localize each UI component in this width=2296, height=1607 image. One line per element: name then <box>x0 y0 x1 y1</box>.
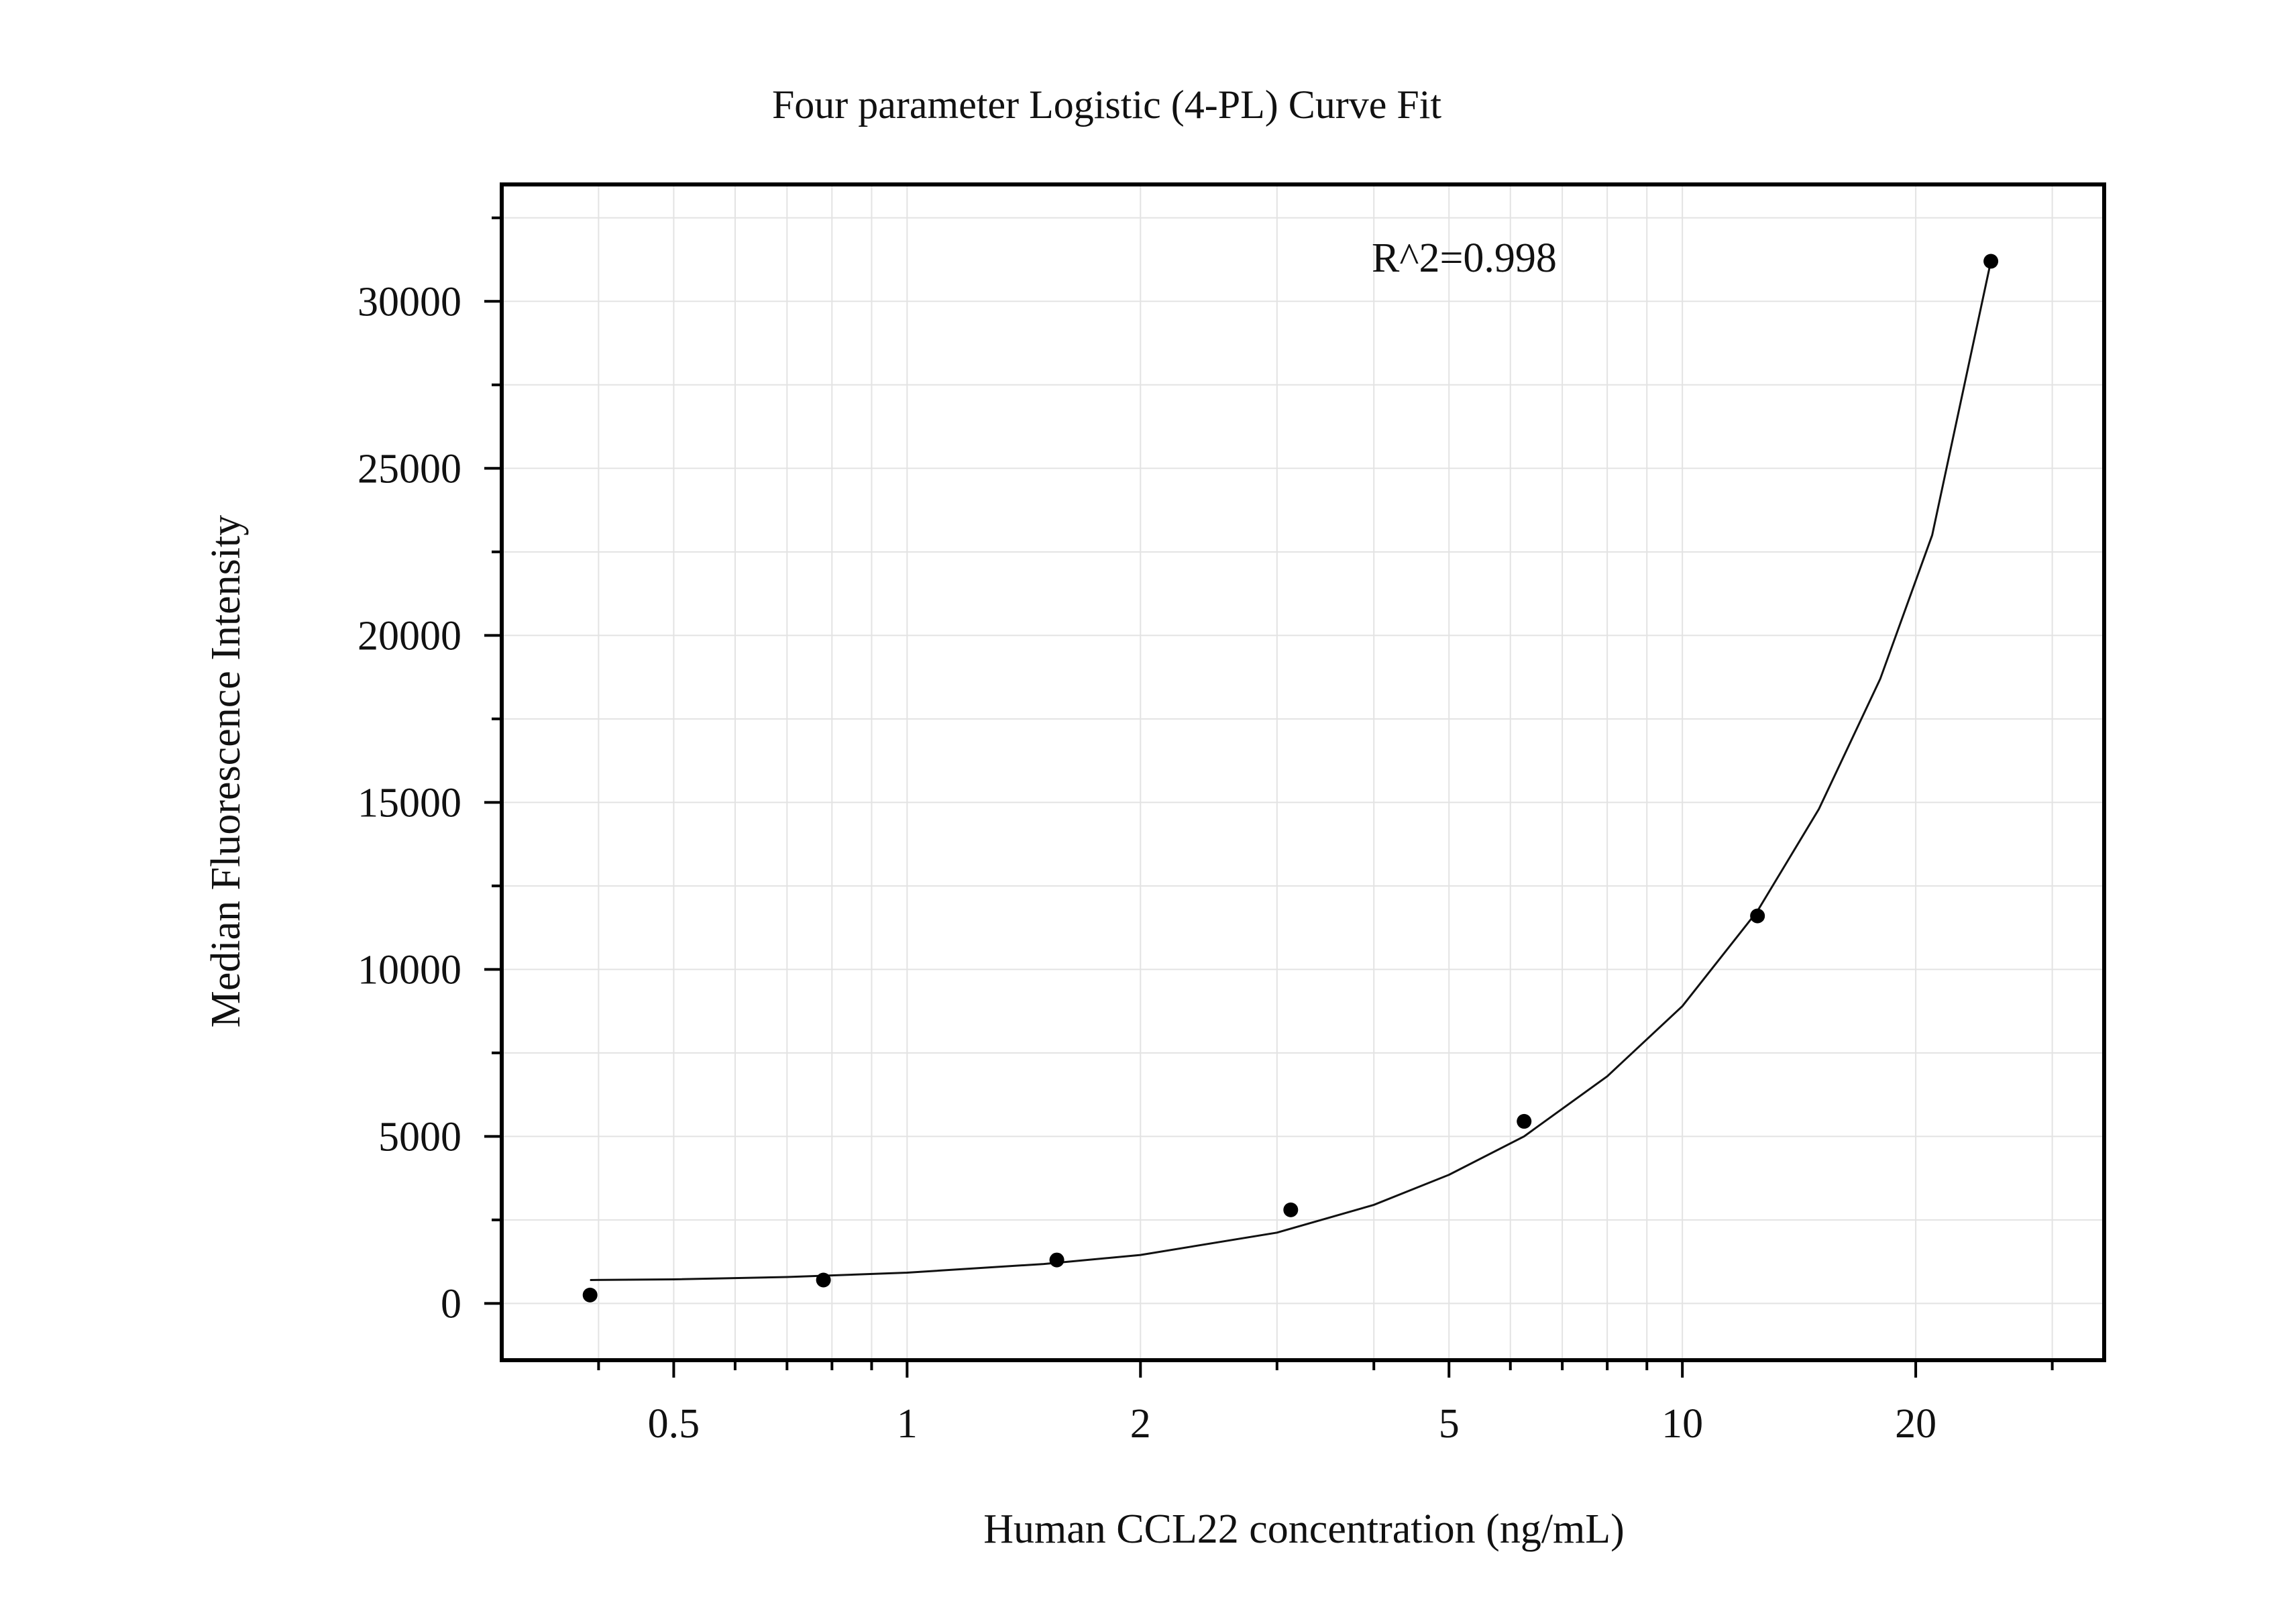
x-tick-label: 0.5 <box>648 1401 700 1447</box>
y-axis-label: Median Fluorescence Intensity <box>203 515 249 1028</box>
data-points-group <box>582 254 1999 1303</box>
x-tick-label: 1 <box>897 1401 918 1447</box>
y-tick-label: 0 <box>441 1281 461 1327</box>
r-squared-annotation: R^2=0.998 <box>1372 235 1557 281</box>
y-tick-label: 20000 <box>358 613 461 659</box>
y-tick-label: 10000 <box>358 947 461 993</box>
x-tick-label: 2 <box>1130 1401 1151 1447</box>
plot-frame <box>500 182 2106 1362</box>
x-axis-label: Human CCL22 concentration (ng/mL) <box>983 1506 1625 1552</box>
y-tick-label: 5000 <box>378 1114 461 1160</box>
fit-curve-group <box>590 261 1992 1281</box>
grid-lines <box>502 184 2104 1360</box>
chart-title: Four parameter Logistic (4-PL) Curve Fit <box>772 82 1441 127</box>
data-point <box>1750 908 1765 924</box>
y-tick-label: 25000 <box>358 446 461 492</box>
data-point <box>1517 1113 1532 1129</box>
x-tick-label: 20 <box>1895 1401 1936 1447</box>
y-tick-label: 30000 <box>358 279 461 325</box>
x-tick-label: 10 <box>1661 1401 1703 1447</box>
data-point <box>582 1287 598 1303</box>
data-point <box>1283 1202 1299 1217</box>
axis-ticks <box>484 216 2054 1378</box>
data-point <box>1049 1252 1064 1268</box>
fit-curve-line <box>590 261 1992 1281</box>
tick-labels: 0.5 1 2 5 10 20 0 5000 10000 15000 20000 25000 30000 <box>358 279 1936 1447</box>
y-tick-label: 15000 <box>358 780 461 826</box>
data-point <box>816 1272 831 1288</box>
data-point <box>1983 254 1999 269</box>
x-tick-label: 5 <box>1439 1401 1460 1447</box>
